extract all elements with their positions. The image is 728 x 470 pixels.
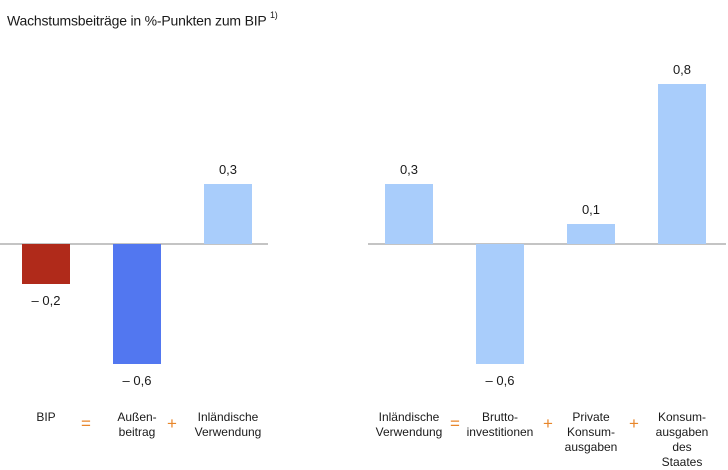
chart-2-bar-2 [476,244,524,364]
chart-2-operator-1: = [450,414,460,433]
chart-2-category-label-4: Konsum- ausgaben des Staates [655,410,709,469]
chart-2-value-label-2: – 0,6 [486,373,515,388]
chart-2-operator-3: + [629,414,639,433]
chart-2-value-label-4: 0,8 [673,62,691,77]
chart-1-value-label-3: 0,3 [219,162,237,177]
chart-title: Wachstumsbeiträge in %-Punkten zum BIP 1… [7,10,278,29]
chart-2-bar-4 [658,84,706,244]
chart-2-value-label-3: 0,1 [582,202,600,217]
chart-2-bar-1 [385,184,433,244]
title-footnote: 1) [270,10,278,20]
chart-1-bar-3 [204,184,252,244]
chart-1-category-label-3: Inländische Verwendung [194,410,262,439]
chart-1-value-label-1: – 0,2 [32,293,61,308]
chart-2-category-label-1: Inländische Verwendung [375,410,443,439]
chart-1-category-label-1: BIP [36,410,56,424]
chart-2-bar-3 [567,224,615,244]
chart-1-bar-2 [113,244,161,364]
chart-2-category-label-2: Brutto- investitionen [466,410,534,439]
chart-2-value-label-1: 0,3 [400,162,418,177]
chart-1-bar-1 [22,244,70,284]
chart-1-category-label-2: Außen- beitrag [117,410,157,439]
chart-1-operator-2: + [167,414,177,433]
chart-1-value-label-2: – 0,6 [123,373,152,388]
chart-title-text: Wachstumsbeiträge in %-Punkten zum BIP [7,12,267,29]
chart-2-category-label-3: Private Konsum- ausgaben [564,410,618,454]
chart-1-operator-1: = [81,414,91,433]
chart-2-operator-2: + [543,414,553,433]
